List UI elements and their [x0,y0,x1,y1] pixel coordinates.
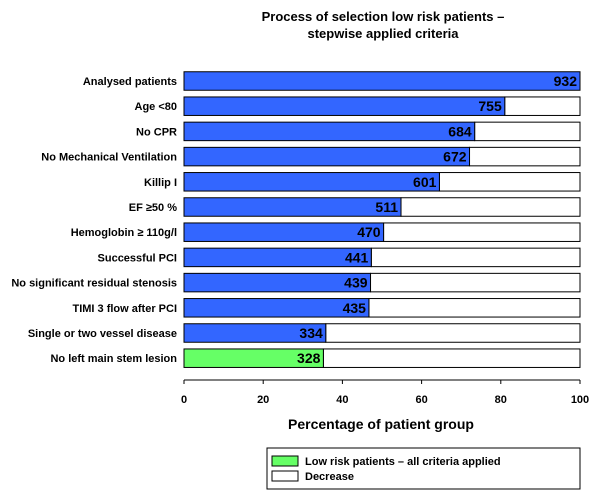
x-axis: 0 20 40 60 80 100 [181,379,589,406]
x-axis-title: Percentage of patient group [288,416,474,432]
chart-title-line-1: Process of selection low risk patients – [262,9,505,24]
bar-value-label-2: 755 [478,98,502,114]
x-tick-label-40: 40 [336,394,348,406]
category-label-2: Age <80 [135,101,178,113]
bar-value-label-7: 470 [357,224,381,240]
chart-title-line-2: stepwise applied criteria [307,26,459,41]
bar-11 [183,323,327,343]
category-label-4: No Mechanical Ventilation [41,152,177,164]
bar-4 [183,146,471,167]
category-label-10: TIMI 3 flow after PCI [72,303,177,315]
x-tick-label-0: 0 [181,394,187,406]
legend-box [266,447,581,490]
bar-7 [183,222,385,242]
bar-decrease-6 [400,197,581,217]
category-label-11: Single or two vessel disease [28,328,177,340]
category-label-6: EF ≥50 % [129,202,177,214]
legend-swatch-1 [271,455,299,467]
bar-value-label-9: 439 [344,275,368,291]
bar-2 [183,96,506,116]
category-label-9: No significant residual stenosis [11,278,177,290]
category-label-5: Killip I [144,177,177,189]
bar-decrease-8 [370,247,581,268]
category-labels: Analysed patients Age <80 No CPR No Mechani… [11,76,177,365]
bar-value-label-4: 672 [443,149,467,165]
legend-label-1: Low risk patients – all criteria applied [305,456,501,468]
legend-label-2: Decrease [305,471,354,483]
legend-swatch-2 [271,470,299,482]
bar-decrease-2 [504,96,581,116]
bar-value-label-8: 441 [345,249,369,265]
category-label-7: Hemoglobin ≥ 110g/l [71,227,177,239]
bar-8 [183,247,372,268]
bar-12 [183,348,324,368]
bar-decrease-3 [474,121,581,142]
bar-decrease-11 [325,323,581,343]
category-label-1: Analysed patients [83,76,177,88]
bar-3 [183,121,476,142]
bars: 932 755 684 672 601 511 470 441 439 435 334 328 [183,71,581,368]
category-label-3: No CPR [136,126,177,138]
bar-decrease-7 [383,222,581,242]
bar-1 [183,71,581,91]
bar-9 [183,272,372,293]
bar-value-label-5: 601 [413,174,437,190]
bar-value-label-1: 932 [554,73,578,89]
bar-value-label-10: 435 [343,300,367,316]
x-tick-label-60: 60 [415,394,427,406]
x-tick-label-100: 100 [571,394,589,406]
bar-value-label-3: 684 [448,123,472,139]
bar-6 [183,197,402,217]
bar-value-label-11: 334 [299,325,323,341]
bar-value-label-6: 511 [375,199,398,215]
bar-decrease-4 [469,146,581,167]
bar-decrease-10 [368,298,581,318]
x-tick-label-80: 80 [495,394,507,406]
x-tick-label-20: 20 [257,394,269,406]
bar-10 [183,298,370,318]
bar-value-label-12: 328 [297,350,321,366]
category-label-8: Successful PCI [98,252,177,264]
bar-decrease-9 [370,272,581,293]
chart-title: Process of selection low risk patients –… [262,9,505,41]
category-label-12: No left main stem lesion [50,353,177,365]
bar-5 [183,172,440,192]
legend: Low risk patients – all criteria applied… [266,447,581,490]
bar-decrease-5 [438,172,581,192]
bar-decrease-12 [322,348,581,368]
